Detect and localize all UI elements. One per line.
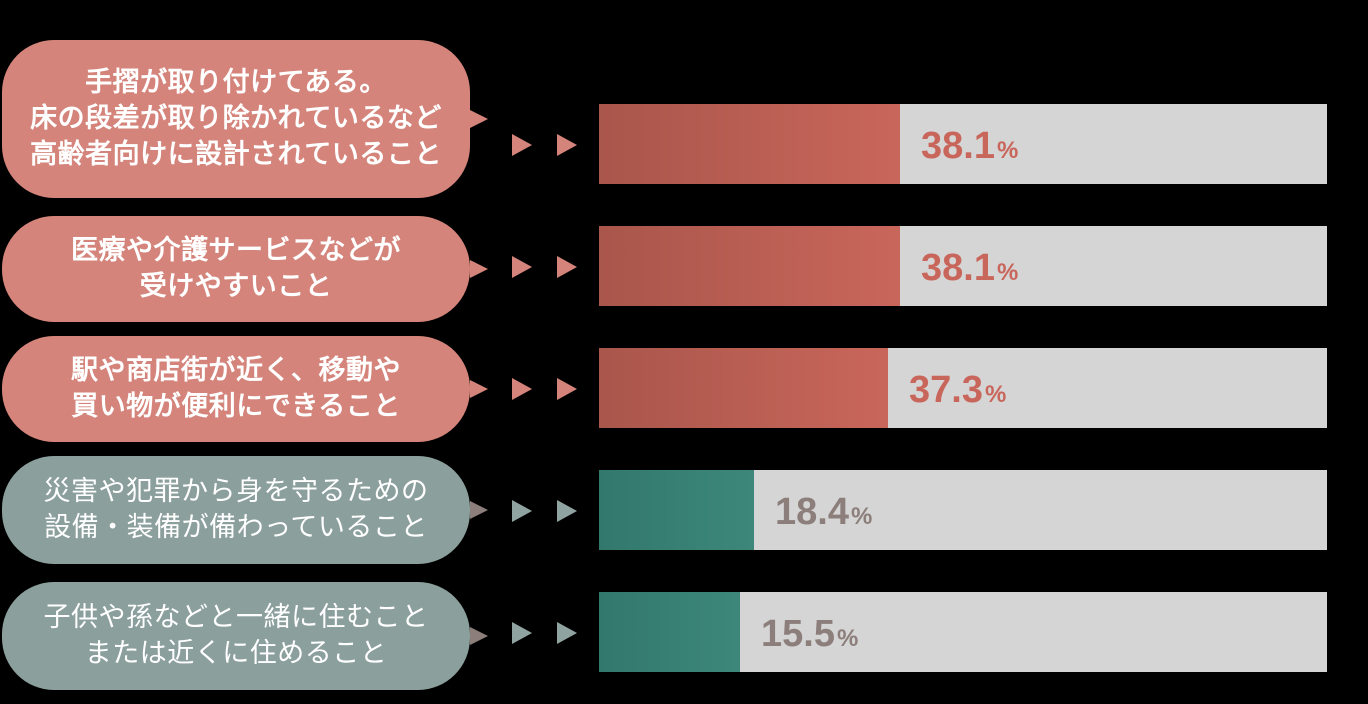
category-bubble-station-shops: 駅や商店街が近く、移動や 買い物が便利にできること [2,336,488,442]
bar-track: 15.5% [599,592,1327,672]
category-bubble-family-nearby: 子供や孫などと一緒に住むこと または近くに住めること [2,582,488,690]
bubble-tail [470,501,488,519]
category-label: 手摺が取り付けてある。 床の段差が取り除かれているなど 高齢者向けに設計されてい… [30,67,442,170]
bar-track: 37.3% [599,348,1327,428]
arrow-right-icon [557,622,577,644]
arrow-right-icon [512,622,532,644]
arrow-right-icon [557,134,577,156]
percent-sign: % [984,381,1007,409]
category-bubble-disaster-crime: 災害や犯罪から身を守るための 設備・装備が備わっていること [2,456,488,564]
bar-value-label: 18.4% [775,491,872,534]
arrow-right-icon [512,134,532,156]
percent-sign: % [836,625,859,653]
category-label: 災害や犯罪から身を守るための 設備・装備が備わっていること [43,476,429,543]
arrow-right-icon [557,378,577,400]
category-bubble-medical-care: 医療や介護サービスなどが 受けやすいこと [2,216,488,322]
bar-fill [599,104,900,184]
bubble-tail [470,110,488,128]
bar-value-label: 38.1% [921,247,1018,290]
bar-track: 38.1% [599,226,1327,306]
category-bubble-handrails: 手摺が取り付けてある。 床の段差が取り除かれているなど 高齢者向けに設計されてい… [2,40,488,198]
value-number: 38.1 [921,125,995,168]
arrow-right-icon [512,378,532,400]
percent-sign: % [850,503,873,531]
value-number: 38.1 [921,247,995,290]
bar-fill [599,470,754,550]
bar-value-label: 15.5% [761,613,858,656]
percent-sign: % [996,137,1019,165]
arrow-right-icon [512,500,532,522]
bar-track: 38.1% [599,104,1327,184]
bubble-tail [470,260,488,278]
bar-track: 18.4% [599,470,1327,550]
bar-fill [599,348,888,428]
bar-value-label: 38.1% [921,125,1018,168]
arrow-right-icon [512,256,532,278]
value-number: 37.3 [909,369,983,412]
value-number: 18.4 [775,491,849,534]
bubble-tail [470,627,488,645]
bar-fill [599,226,900,306]
bubble-tail [470,380,488,398]
value-number: 15.5 [761,613,835,656]
category-label: 子供や孫などと一緒に住むこと または近くに住めること [43,602,429,669]
arrow-right-icon [557,256,577,278]
arrow-right-icon [557,500,577,522]
bar-value-label: 37.3% [909,369,1006,412]
bar-fill [599,592,740,672]
category-label: 医療や介護サービスなどが 受けやすいこと [71,235,401,302]
category-label: 駅や商店街が近く、移動や 買い物が便利にできること [71,355,401,422]
percent-sign: % [996,259,1019,287]
